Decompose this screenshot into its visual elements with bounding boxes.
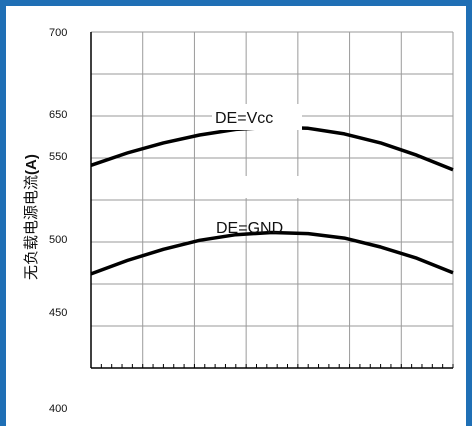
annotation-gap xyxy=(210,176,340,198)
y-tick-label: 700 xyxy=(49,27,67,39)
series-line-1 xyxy=(90,230,454,276)
y-tick-label: 500 xyxy=(49,234,67,246)
y-tick-label: 450 xyxy=(49,307,67,319)
grid xyxy=(90,31,454,369)
axes xyxy=(90,32,453,369)
y-tick-label: 550 xyxy=(49,151,67,163)
series-group xyxy=(90,125,454,276)
annotation-backgrounds xyxy=(210,104,340,198)
annotation-de-gnd: DE=GND xyxy=(216,220,283,237)
y-tick-label: 400 xyxy=(49,403,67,415)
series-line-0 xyxy=(90,125,454,172)
annotation-bg-vcc xyxy=(212,104,302,130)
x-minor-ticks xyxy=(90,364,454,368)
labels: 700 650 550 500 450 400 DE=Vcc DE=GND 无负载电源电流(A) xyxy=(22,27,283,415)
y-tick-label: 650 xyxy=(49,109,67,121)
y-axis-label: 无负载电源电流(A) xyxy=(22,154,40,280)
annotation-de-vcc: DE=Vcc xyxy=(215,110,273,127)
